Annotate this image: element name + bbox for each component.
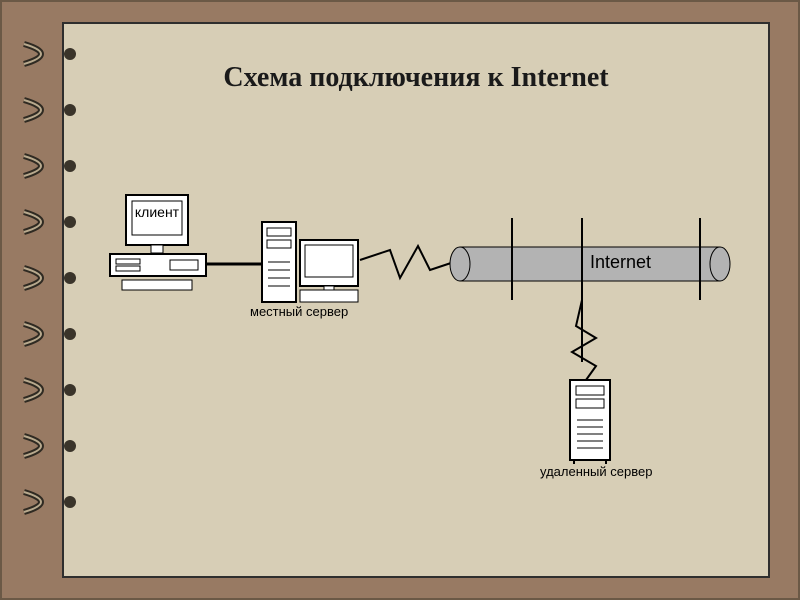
local-server-label: местный сервер	[250, 304, 348, 319]
stage: Схема подключения к Internet клиентместн…	[0, 0, 800, 600]
remote-server-label: удаленный сервер	[540, 464, 652, 479]
internet-label: Internet	[590, 252, 651, 272]
client-label: клиент	[135, 204, 180, 220]
network-diagram: клиент местный сервер Internet удаленный се…	[0, 0, 800, 600]
